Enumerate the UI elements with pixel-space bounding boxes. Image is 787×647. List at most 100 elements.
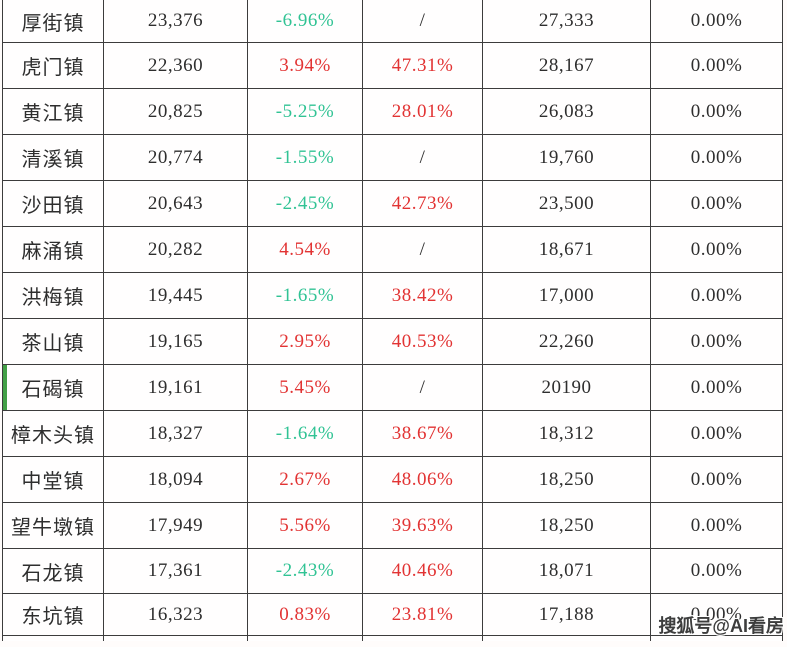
table-row: 洪梅镇 19,445 -1.65% 38.42% 17,000 0.00% <box>2 272 783 319</box>
town-cell: 茶山镇 <box>2 318 104 365</box>
change-pct-cell: -6.96% <box>247 0 363 43</box>
partial-cell <box>247 635 363 641</box>
value2-cell: 18,312 <box>482 410 651 457</box>
second-pct-cell: / <box>362 364 483 411</box>
value-cell: 19,165 <box>103 318 248 365</box>
third-pct-cell: 0.00% <box>650 318 783 365</box>
table-row: 黄江镇 20,825 -5.25% 28.01% 26,083 0.00% <box>2 88 783 135</box>
town-cell: 厚街镇 <box>2 0 104 43</box>
table-row: 石龙镇 17,361 -2.43% 40.46% 18,071 0.00% <box>2 548 783 594</box>
value-cell: 23,376 <box>103 0 248 43</box>
second-pct-cell: 38.67% <box>362 410 483 457</box>
town-cell: 望牛墩镇 <box>2 502 104 549</box>
change-pct-cell: -2.43% <box>247 548 363 594</box>
second-pct-cell: 38.42% <box>362 272 483 319</box>
table-row: 厚街镇 23,376 -6.96%/27,333 0.00% <box>2 0 783 43</box>
partial-row <box>2 635 783 641</box>
second-pct-cell: 23.81% <box>362 593 483 636</box>
third-pct-cell: 0.00% <box>650 0 783 43</box>
town-cell: 中堂镇 <box>2 456 104 503</box>
third-pct-cell: 0.00% <box>650 593 783 636</box>
third-pct-cell: 0.00% <box>650 134 783 181</box>
second-pct-cell: / <box>362 134 483 181</box>
value-cell: 20,825 <box>103 88 248 135</box>
value2-cell: 22,260 <box>482 318 651 365</box>
value2-cell: 17,188 <box>482 593 651 636</box>
town-cell: 沙田镇 <box>2 180 104 227</box>
third-pct-cell: 0.00% <box>650 502 783 549</box>
value2-cell: 18,671 <box>482 226 651 273</box>
value-cell: 20,643 <box>103 180 248 227</box>
partial-cell <box>362 635 483 641</box>
value-cell: 18,327 <box>103 410 248 457</box>
second-pct-cell: 47.31% <box>362 42 483 89</box>
value2-cell: 18,250 <box>482 502 651 549</box>
change-pct-cell: 3.94% <box>247 42 363 89</box>
town-cell: 清溪镇 <box>2 134 104 181</box>
table-row: 虎门镇 22,360 3.94% 47.31% 28,167 0.00% <box>2 42 783 89</box>
table-row: 望牛墩镇 17,949 5.56% 39.63% 18,250 0.00% <box>2 502 783 549</box>
third-pct-cell: 0.00% <box>650 548 783 594</box>
third-pct-cell: 0.00% <box>650 364 783 411</box>
value2-cell: 20190 <box>482 364 651 411</box>
town-cell: 虎门镇 <box>2 42 104 89</box>
change-pct-cell: -5.25% <box>247 88 363 135</box>
table-row: 清溪镇 20,774 -1.55%/19,760 0.00% <box>2 134 783 181</box>
partial-cell <box>103 635 248 641</box>
value2-cell: 28,167 <box>482 42 651 89</box>
value-cell: 17,949 <box>103 502 248 549</box>
town-cell: 洪梅镇 <box>2 272 104 319</box>
value-cell: 19,161 <box>103 364 248 411</box>
value-cell: 22,360 <box>103 42 248 89</box>
value-cell: 17,361 <box>103 548 248 594</box>
second-pct-cell: 39.63% <box>362 502 483 549</box>
town-cell: 石龙镇 <box>2 548 104 594</box>
third-pct-cell: 0.00% <box>650 42 783 89</box>
change-pct-cell: -1.55% <box>247 134 363 181</box>
change-pct-cell: 0.83% <box>247 593 363 636</box>
watermark: 搜狐号@AI看房 <box>658 616 784 636</box>
third-pct-cell: 0.00% <box>650 180 783 227</box>
town-cell: 黄江镇 <box>2 88 104 135</box>
value-cell: 20,282 <box>103 226 248 273</box>
town-cell: 麻涌镇 <box>2 226 104 273</box>
third-pct-cell: 0.00% <box>650 410 783 457</box>
value-cell: 16,323 <box>103 593 248 636</box>
value2-cell: 17,000 <box>482 272 651 319</box>
table-row: 中堂镇 18,094 2.67% 48.06% 18,250 0.00% <box>2 456 783 503</box>
third-pct-cell: 0.00% <box>650 88 783 135</box>
third-pct-cell: 0.00% <box>650 272 783 319</box>
value-cell: 18,094 <box>103 456 248 503</box>
change-pct-cell: -1.64% <box>247 410 363 457</box>
change-pct-cell: -2.45% <box>247 180 363 227</box>
value2-cell: 26,083 <box>482 88 651 135</box>
second-pct-cell: 42.73% <box>362 180 483 227</box>
second-pct-cell: 40.53% <box>362 318 483 365</box>
change-pct-cell: 4.54% <box>247 226 363 273</box>
partial-cell <box>650 635 783 641</box>
partial-cell <box>2 635 104 641</box>
change-pct-cell: 2.67% <box>247 456 363 503</box>
change-pct-cell: 5.45% <box>247 364 363 411</box>
third-pct-cell: 0.00% <box>650 456 783 503</box>
change-pct-cell: 2.95% <box>247 318 363 365</box>
table-row: 沙田镇 20,643 -2.45% 42.73% 23,500 0.00% <box>2 180 783 227</box>
value2-cell: 23,500 <box>482 180 651 227</box>
town-cell: 石碣镇 <box>2 364 104 411</box>
table-row: 东坑镇 16,323 0.83% 23.81% 17,188 0.00% <box>2 593 783 636</box>
second-pct-cell: 28.01% <box>362 88 483 135</box>
town-cell: 樟木头镇 <box>2 410 104 457</box>
value-cell: 20,774 <box>103 134 248 181</box>
value2-cell: 27,333 <box>482 0 651 43</box>
table-row: 石碣镇 19,161 5.45%/20190 0.00% <box>2 364 783 411</box>
third-pct-cell: 0.00% <box>650 226 783 273</box>
second-pct-cell: / <box>362 226 483 273</box>
second-pct-cell: 48.06% <box>362 456 483 503</box>
second-pct-cell: 40.46% <box>362 548 483 594</box>
value2-cell: 18,071 <box>482 548 651 594</box>
value-cell: 19,445 <box>103 272 248 319</box>
table-row: 麻涌镇 20,282 4.54%/18,671 0.00% <box>2 226 783 273</box>
